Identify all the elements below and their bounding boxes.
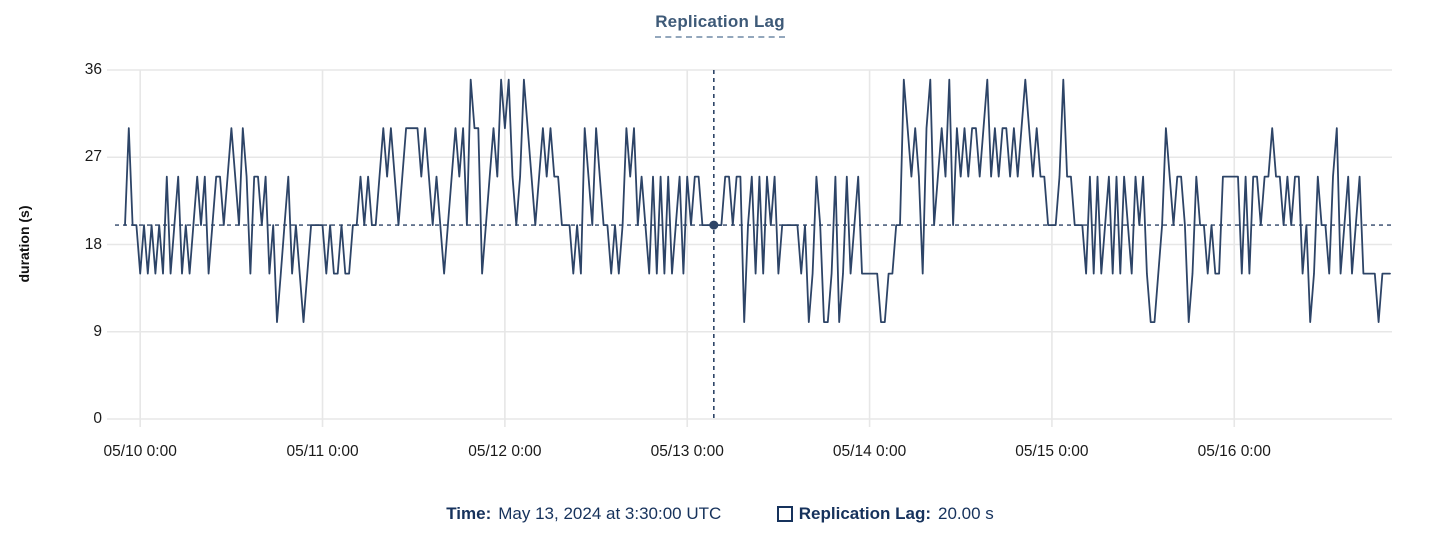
x-tick-label: 05/12 0:00 (468, 443, 542, 460)
tooltip-series-value: 20.00 s (938, 503, 994, 523)
tooltip-time-value: May 13, 2024 at 3:30:00 UTC (498, 503, 722, 523)
y-tick-label: 9 (93, 322, 102, 340)
y-tick-label: 18 (84, 235, 102, 253)
series-swatch-icon[interactable] (776, 505, 793, 522)
y-tick-label: 36 (84, 61, 102, 78)
series-line (124, 78, 1391, 324)
tooltip-series-label: Replication Lag: (798, 503, 931, 523)
y-tick-label: 0 (93, 410, 102, 427)
crosshair-point (709, 220, 719, 230)
chart-title[interactable]: Replication Lag (655, 12, 785, 38)
y-tick-label: 27 (84, 148, 102, 166)
x-tick-label: 05/13 0:00 (650, 443, 724, 460)
x-tick-label: 05/11 0:00 (286, 443, 359, 460)
chart-title-row: Replication Lag (0, 12, 1440, 38)
chart-tooltip-row: Time: May 13, 2024 at 3:30:00 UTC Replic… (0, 503, 1440, 524)
tooltip-time-label: Time: (446, 503, 492, 523)
x-tick-label: 05/16 0:00 (1197, 443, 1271, 460)
x-tick-label: 05/14 0:00 (832, 443, 907, 460)
x-tick-label: 05/10 0:00 (103, 443, 177, 460)
x-tick-label: 05/15 0:00 (1015, 443, 1089, 460)
